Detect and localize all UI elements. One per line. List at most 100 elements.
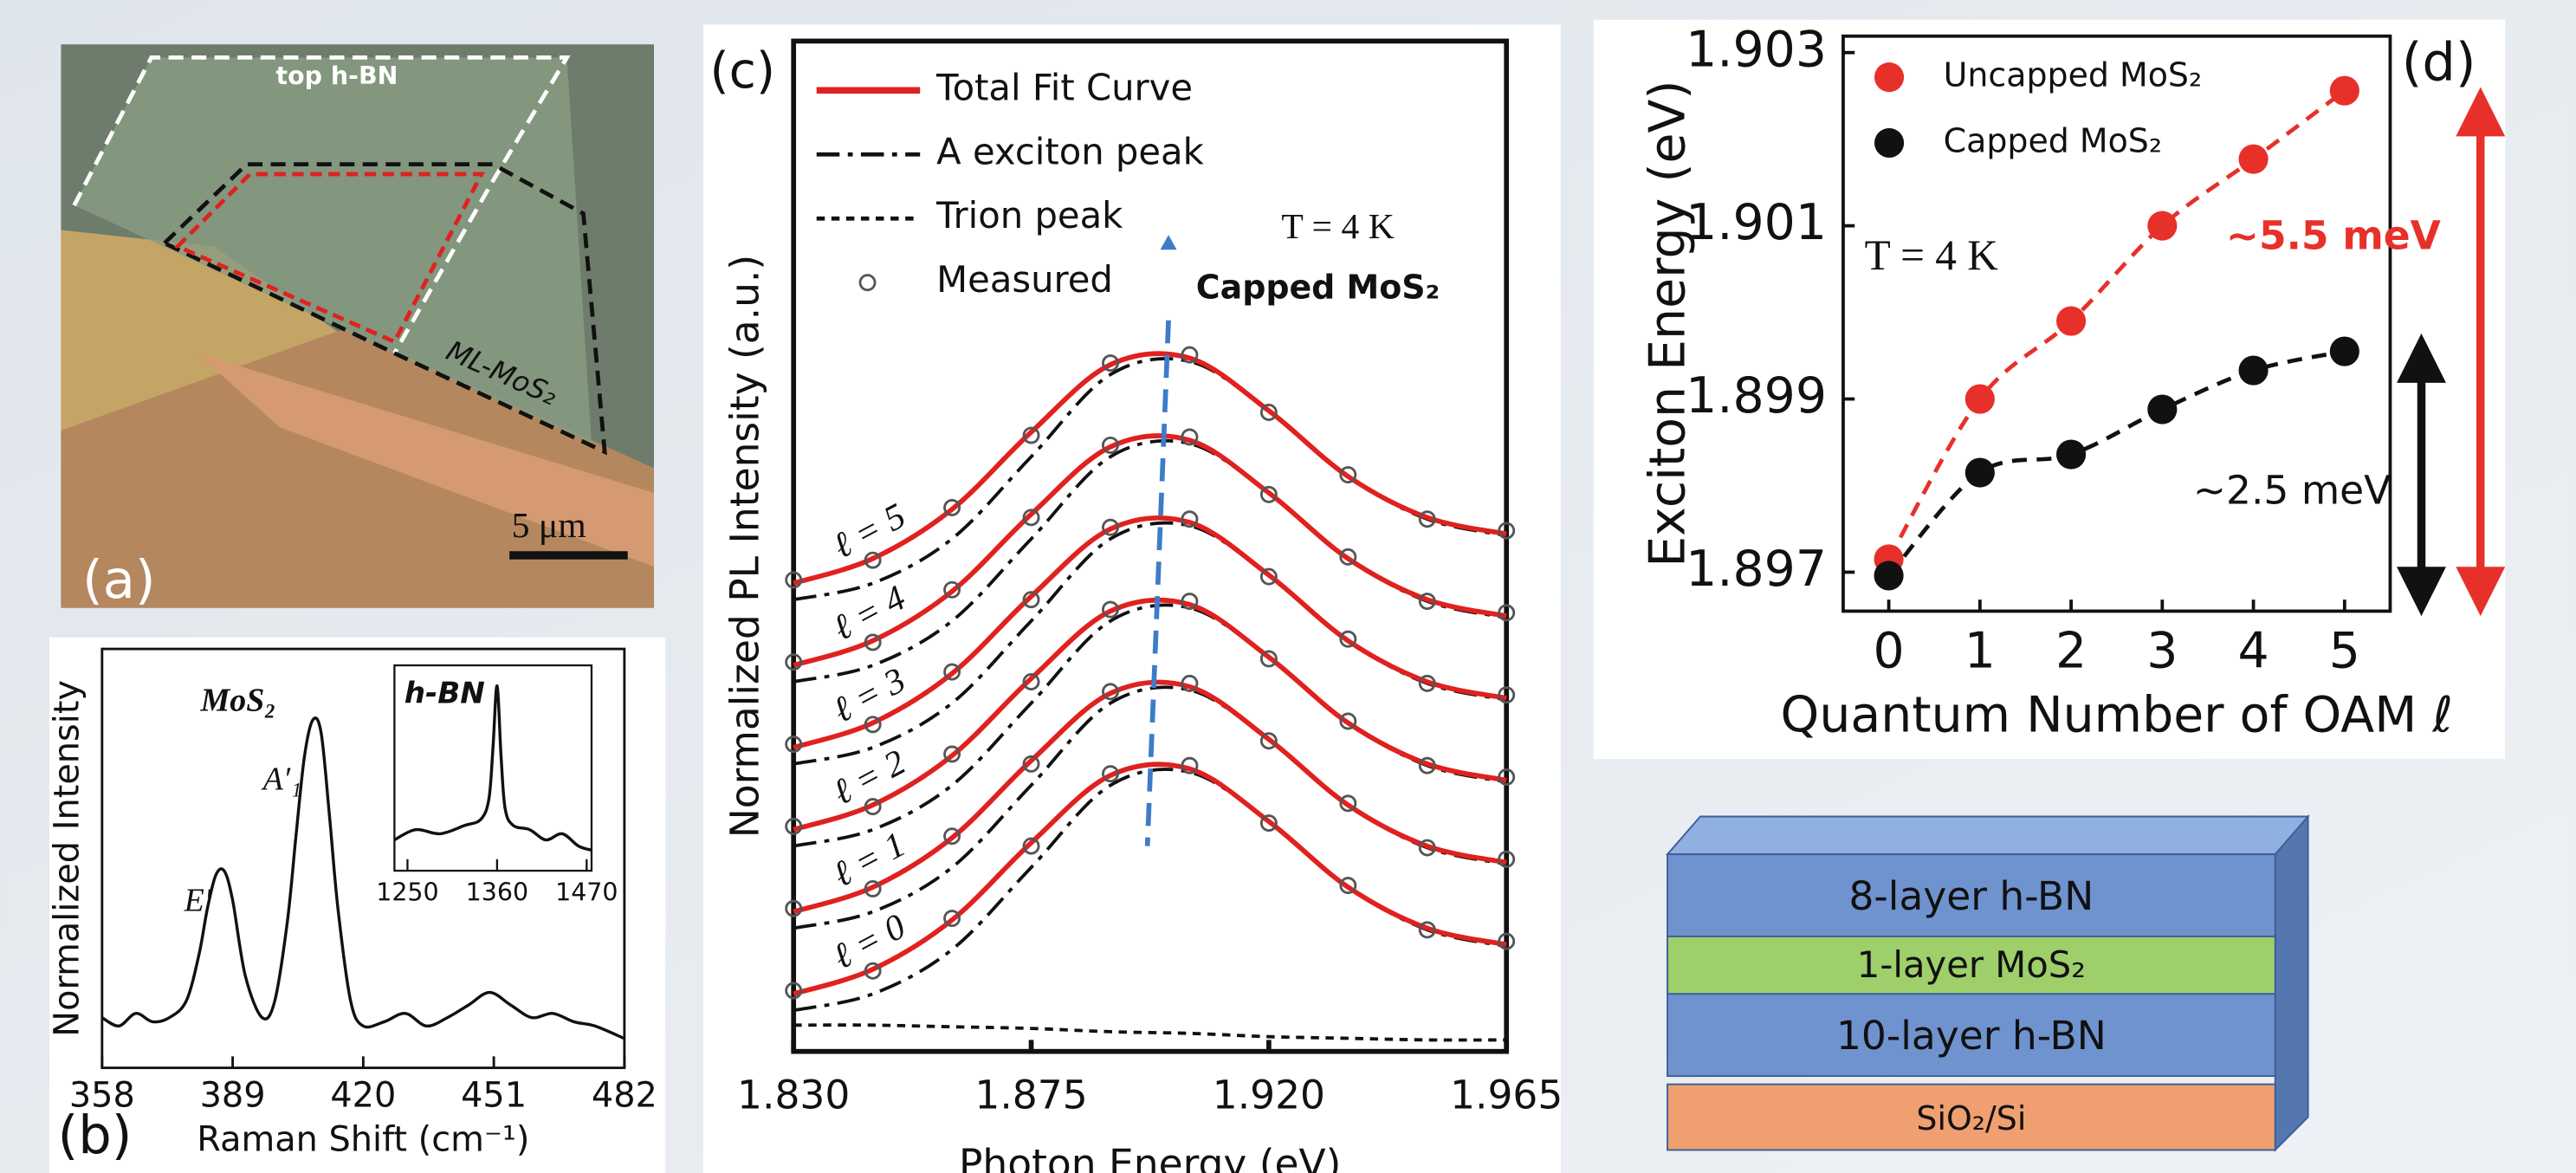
measured-point xyxy=(1259,814,1278,833)
y-axis-label: Normalized Intensity xyxy=(47,680,87,1037)
measured-point xyxy=(1022,673,1040,690)
x-tick-label: 1.875 xyxy=(974,1072,1087,1118)
x-tick-label: 4 xyxy=(2237,622,2269,679)
measured-point xyxy=(864,716,882,734)
measured-point xyxy=(1022,591,1040,609)
y-axis-label: Normalized PL Intensity (a.u.) xyxy=(722,255,768,838)
legend-label: Total Fit Curve xyxy=(935,66,1193,108)
layer-label: 8-layer h-BN xyxy=(1848,873,2094,919)
measured-point xyxy=(1102,436,1119,454)
measured-point xyxy=(1339,466,1357,484)
y-tick-label: 1.903 xyxy=(1686,21,1827,78)
data-point xyxy=(2056,439,2087,470)
measured-point xyxy=(1339,548,1357,566)
measured-point xyxy=(1181,346,1199,364)
y-tick-label: 1.899 xyxy=(1686,367,1827,424)
x-tick-label: 1360 xyxy=(466,878,528,907)
measured-point xyxy=(1181,593,1199,611)
measured-point xyxy=(864,962,882,980)
axes-frame xyxy=(791,38,1510,1054)
image-panel: top h-BN ML-MoS₂ 5 μm (a) xyxy=(61,44,655,611)
chart-title: h-BN xyxy=(405,677,485,711)
measured-point xyxy=(864,551,882,569)
data-point xyxy=(2147,211,2178,241)
measured-point xyxy=(1102,600,1119,619)
annotation: E′ xyxy=(184,883,212,919)
peak-line xyxy=(1144,320,1171,846)
legend-label: Trion peak xyxy=(935,194,1123,237)
x-axis-label: Photon Energy (eV) xyxy=(959,1141,1341,1173)
measured-point xyxy=(1498,522,1516,540)
measured-point xyxy=(1418,510,1436,528)
x-tick-label: 2 xyxy=(2055,622,2087,679)
annotation: Capped MoS₂ xyxy=(1196,268,1440,306)
layer-label: 10-layer h-BN xyxy=(1836,1013,2107,1059)
x-axis-label: Quantum Number of OAM ℓ xyxy=(1781,686,2453,743)
data-point xyxy=(2238,355,2269,386)
x-tick-label: 451 xyxy=(461,1075,527,1115)
measured-point xyxy=(1259,650,1278,668)
measured-point xyxy=(1022,509,1040,527)
annotation: MoS₂ xyxy=(200,682,276,718)
outline xyxy=(160,162,607,456)
data-line xyxy=(393,684,592,852)
axes-frame xyxy=(1841,34,2392,613)
measured-point xyxy=(1022,426,1040,444)
measured-point xyxy=(1181,428,1199,446)
legend-swatch xyxy=(1874,127,1905,159)
measured-point xyxy=(943,910,961,928)
data-line xyxy=(100,716,625,1040)
layer xyxy=(1667,1083,2276,1151)
axes-frame xyxy=(393,664,593,872)
x-tick-label: 358 xyxy=(69,1075,135,1115)
x-tick-label: 1250 xyxy=(376,878,438,907)
measured-point xyxy=(864,879,882,898)
data-point xyxy=(1874,561,1904,591)
measured-point xyxy=(785,736,803,754)
layer-top xyxy=(1665,815,2310,856)
panel-label: (d) xyxy=(2402,32,2476,93)
x-tick-label: 389 xyxy=(200,1075,266,1115)
annotation: T = 4 K xyxy=(1865,231,1999,279)
data-point xyxy=(2329,75,2359,106)
measured-point xyxy=(785,653,803,671)
fit-line xyxy=(793,351,1507,586)
y-tick-label: 1.901 xyxy=(1686,194,1827,251)
outline xyxy=(72,55,571,354)
x-tick-label: 1 xyxy=(1964,622,1996,679)
panel-label: (a) xyxy=(82,550,156,611)
measured-point xyxy=(1102,354,1119,373)
measured-point xyxy=(1418,593,1436,611)
label: 5 μm xyxy=(512,506,586,546)
measured-point xyxy=(785,899,803,917)
layer-side xyxy=(2274,813,2309,1152)
x-tick-label: 5 xyxy=(2329,622,2360,679)
annotation: A′₁ xyxy=(261,761,302,797)
measured-point xyxy=(1102,518,1119,536)
measured-point xyxy=(1498,768,1516,786)
measured-point xyxy=(1181,756,1199,774)
x-tick-label: 420 xyxy=(330,1075,396,1115)
flake xyxy=(197,353,655,567)
measured-point xyxy=(1498,686,1516,704)
measured-point xyxy=(1259,732,1278,750)
flake xyxy=(61,328,655,608)
legend-label: Capped MoS₂ xyxy=(1944,121,2162,159)
x-tick-label: 1470 xyxy=(555,878,618,907)
outline xyxy=(173,172,485,345)
measured-point xyxy=(1259,485,1278,503)
legend-swatch xyxy=(858,274,877,292)
measured-point xyxy=(943,745,961,763)
annotation: ~2.5 meV xyxy=(2193,467,2391,513)
layer xyxy=(1667,853,2276,937)
measured-point xyxy=(1102,683,1119,701)
measured-point xyxy=(1339,877,1357,895)
measured-point xyxy=(864,633,882,651)
layer xyxy=(1667,993,2276,1078)
x-tick-label: 1.965 xyxy=(1450,1072,1563,1118)
layer-label: SiO₂/Si xyxy=(1916,1099,2026,1137)
label: top h-BN xyxy=(276,62,398,90)
fit-line xyxy=(1887,349,2346,578)
legend-swatch xyxy=(1874,62,1905,93)
panel xyxy=(1593,19,2506,760)
